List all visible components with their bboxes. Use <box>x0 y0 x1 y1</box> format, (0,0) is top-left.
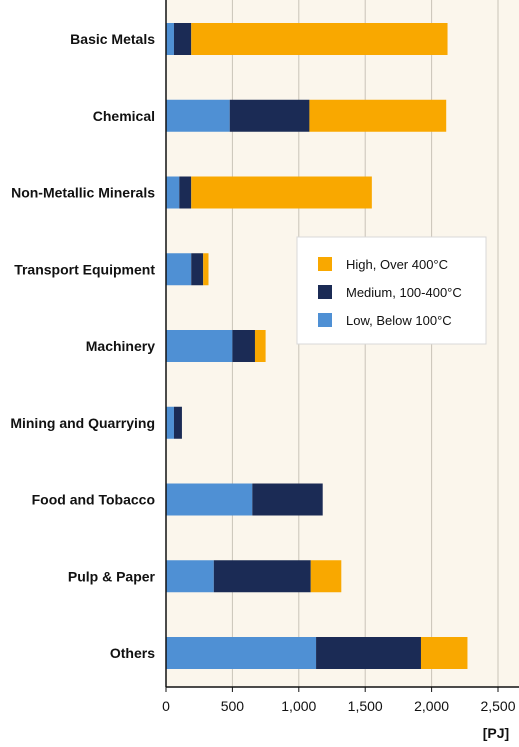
legend-label-medium-100-400-c: Medium, 100-400°C <box>346 285 462 300</box>
bar-chemical-low-below-100-c <box>166 99 230 132</box>
bar-machinery-high-over-400-c <box>254 330 266 362</box>
x-tick-label-500: 500 <box>221 698 245 714</box>
legend-swatch-low-below-100-c <box>318 313 332 327</box>
axes <box>165 0 519 692</box>
x-tick-label-2500: 2,500 <box>480 698 515 714</box>
bar-basic-metals-medium-100-400-c <box>173 23 192 55</box>
bar-chemical-medium-100-400-c <box>229 99 310 132</box>
x-tick-label-2000: 2,000 <box>414 698 449 714</box>
bar-chemical-high-over-400-c <box>309 99 447 132</box>
category-label-mining-and-quarrying: Mining and Quarrying <box>10 415 155 431</box>
category-label-machinery: Machinery <box>86 338 155 354</box>
x-tick-label-1500: 1,500 <box>348 698 383 714</box>
bar-transport-equipment-high-over-400-c <box>203 253 209 286</box>
x-tick-labels: 0 500 1,000 1,500 2,000 2,500 <box>162 698 516 714</box>
bar-pulp-paper-medium-100-400-c <box>213 560 311 593</box>
bars <box>166 23 468 669</box>
bar-transport-equipment-low-below-100-c <box>166 253 192 286</box>
legend-label-low-below-100-c: Low, Below 100°C <box>346 313 452 328</box>
legend: High, Over 400°C Medium, 100-400°C Low, Be… <box>296 236 487 345</box>
bar-basic-metals-low-below-100-c <box>166 23 174 55</box>
category-label-non-metallic-minerals: Non-Metallic Minerals <box>11 185 155 201</box>
bar-food-and-tobacco-low-below-100-c <box>166 483 253 516</box>
x-axis-unit-label: [PJ] <box>483 725 509 741</box>
category-label-others: Others <box>110 645 155 661</box>
bar-machinery-low-below-100-c <box>166 330 233 362</box>
legend-swatch-medium-100-400-c <box>318 285 332 299</box>
bar-others-high-over-400-c <box>420 637 468 669</box>
legend-swatch-high-over-400-c <box>318 257 332 271</box>
category-label-transport-equipment: Transport Equipment <box>14 261 155 277</box>
category-labels: Basic Metals Chemical Non-Metallic Mineral… <box>10 31 155 661</box>
legend-items: High, Over 400°C Medium, 100-400°C Low, Be… <box>318 257 462 328</box>
bar-food-and-tobacco-medium-100-400-c <box>252 483 323 516</box>
category-label-chemical: Chemical <box>93 108 155 124</box>
bar-pulp-paper-low-below-100-c <box>166 560 214 593</box>
legend-label-high-over-400-c: High, Over 400°C <box>346 257 448 272</box>
bar-others-medium-100-400-c <box>316 637 421 669</box>
bar-non-metallic-minerals-low-below-100-c <box>166 176 180 209</box>
bar-others-low-below-100-c <box>166 637 317 669</box>
category-label-pulp-paper: Pulp & Paper <box>68 568 156 584</box>
x-tick-label-0: 0 <box>162 698 170 714</box>
bar-machinery-medium-100-400-c <box>232 330 255 362</box>
bar-transport-equipment-medium-100-400-c <box>191 253 204 286</box>
bar-pulp-paper-high-over-400-c <box>310 560 342 593</box>
bar-mining-and-quarrying-low-below-100-c <box>166 406 174 439</box>
bar-non-metallic-minerals-medium-100-400-c <box>179 176 192 209</box>
bar-mining-and-quarrying-medium-100-400-c <box>173 406 182 439</box>
bar-non-metallic-minerals-high-over-400-c <box>191 176 372 209</box>
bar-basic-metals-high-over-400-c <box>191 23 448 55</box>
category-label-basic-metals: Basic Metals <box>70 31 155 47</box>
x-tick-label-1000: 1,000 <box>281 698 316 714</box>
category-label-food-and-tobacco: Food and Tobacco <box>32 492 155 508</box>
